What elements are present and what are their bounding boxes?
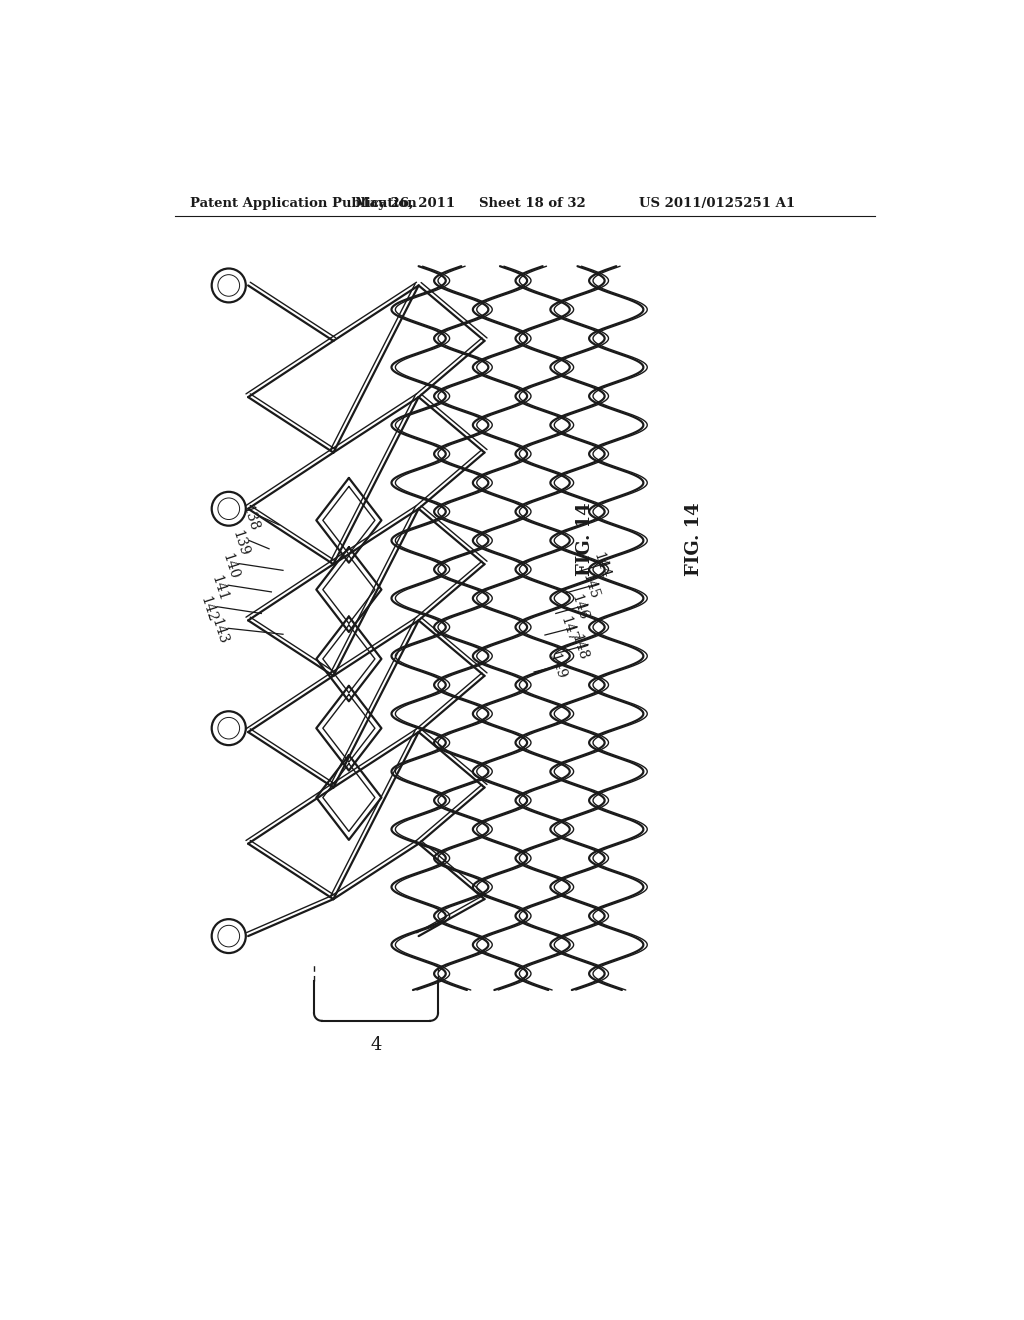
Text: FIG. 14: FIG. 14 [577, 503, 594, 577]
Text: 140: 140 [219, 552, 241, 581]
Text: 149: 149 [547, 652, 568, 681]
Text: Patent Application Publication: Patent Application Publication [190, 197, 417, 210]
Text: May 26, 2011: May 26, 2011 [355, 197, 456, 210]
Text: FIG. 14: FIG. 14 [685, 503, 702, 577]
Text: Sheet 18 of 32: Sheet 18 of 32 [479, 197, 586, 210]
Text: 138: 138 [240, 504, 261, 533]
Text: 144: 144 [590, 550, 611, 579]
Text: 145: 145 [580, 572, 601, 602]
Text: 147: 147 [557, 615, 579, 644]
Text: 141: 141 [209, 573, 230, 603]
Text: 4: 4 [371, 1036, 382, 1055]
Text: 146: 146 [568, 593, 590, 622]
Text: US 2011/0125251 A1: US 2011/0125251 A1 [639, 197, 795, 210]
Text: 139: 139 [229, 529, 251, 558]
Text: 143: 143 [209, 616, 230, 645]
Text: 142: 142 [198, 595, 219, 624]
Text: 148: 148 [568, 632, 590, 663]
